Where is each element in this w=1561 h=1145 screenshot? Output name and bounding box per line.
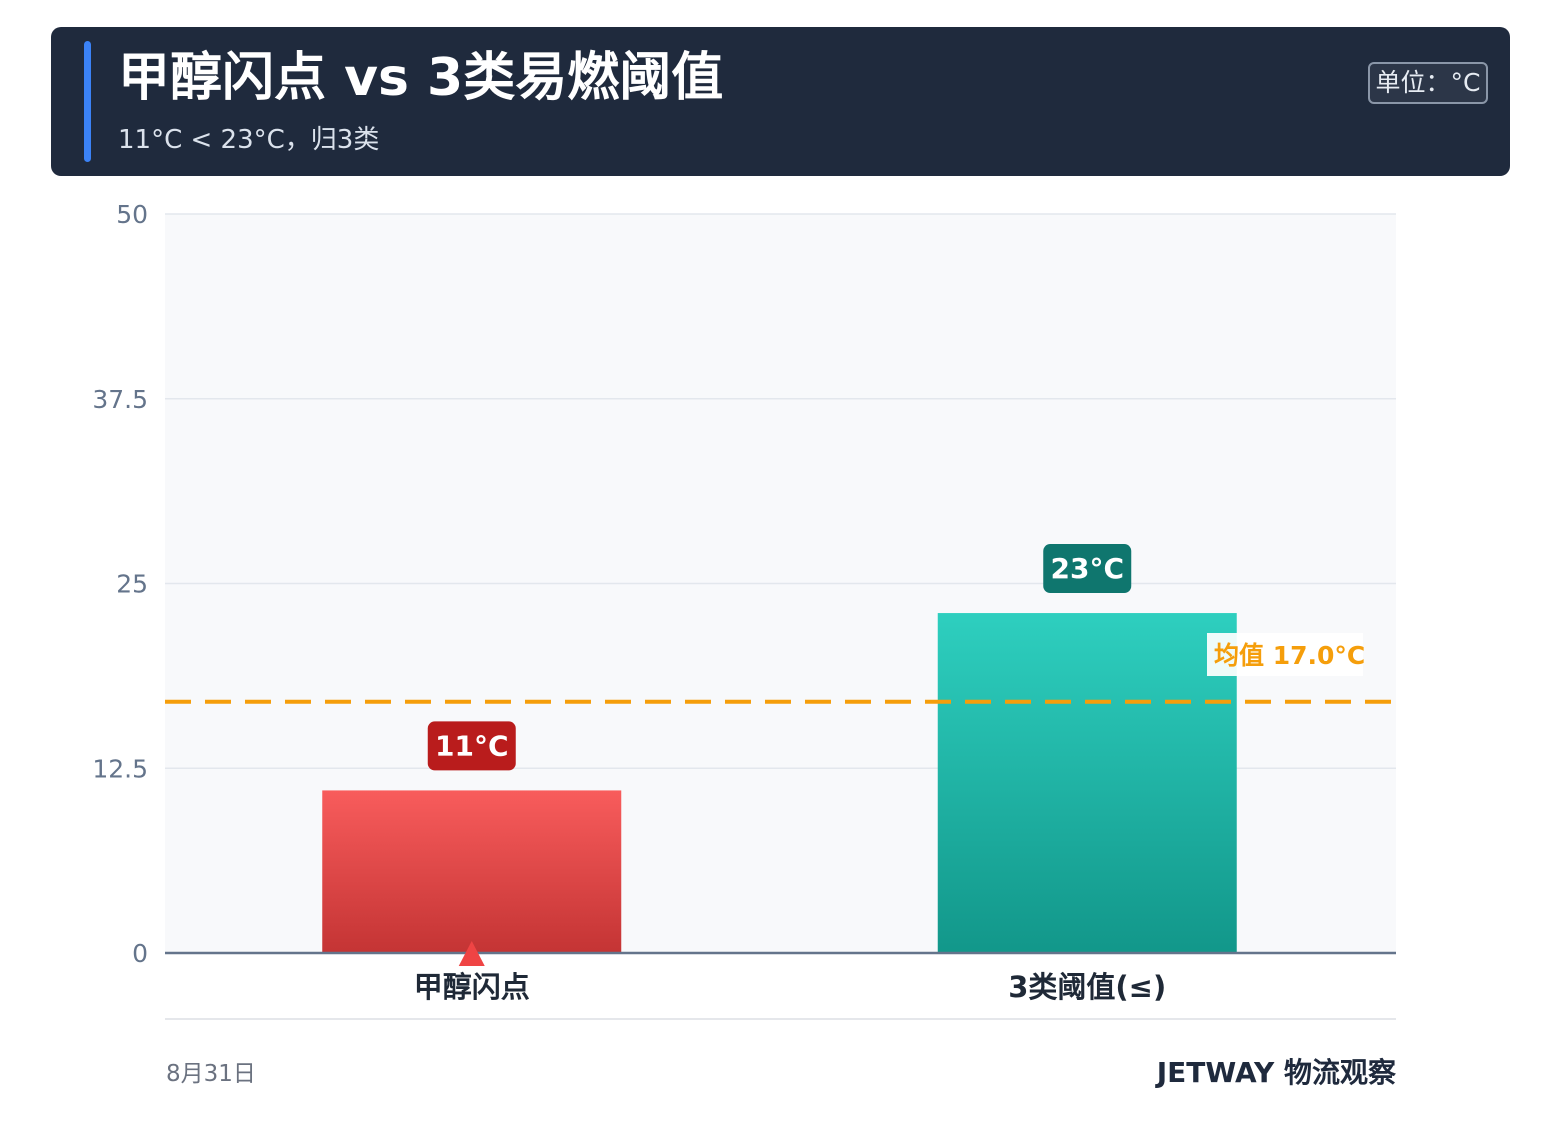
data-label: 23°C bbox=[1050, 552, 1124, 585]
chart-header: 甲醇闪点 vs 3类易燃阈值 11°C < 23°C，归3类 单位：°C bbox=[51, 27, 1510, 176]
data-label-box bbox=[427, 721, 516, 771]
footer-divider bbox=[165, 1018, 1396, 1020]
header-accent-bar bbox=[84, 41, 91, 162]
mean-label-background bbox=[1207, 633, 1363, 676]
unit-badge: 单位：°C bbox=[1368, 62, 1488, 104]
y-tick-label: 50 bbox=[116, 200, 148, 229]
y-tick-label: 25 bbox=[116, 570, 148, 599]
marker-triangle-icon bbox=[458, 941, 485, 966]
chart-title: 甲醇闪点 vs 3类易燃阈值 bbox=[118, 48, 724, 108]
x-tick-label: 3类阈值(≤) bbox=[1008, 970, 1166, 1004]
y-tick-label: 37.5 bbox=[92, 385, 148, 414]
footer-date: 8月31日 bbox=[166, 1061, 256, 1087]
data-label: 11°C bbox=[435, 729, 509, 762]
chart-subtitle: 11°C < 23°C，归3类 bbox=[118, 125, 380, 155]
x-tick-label: 甲醇闪点 bbox=[414, 970, 530, 1004]
bar bbox=[937, 613, 1237, 953]
bar bbox=[322, 790, 622, 953]
data-label-box bbox=[1043, 544, 1132, 594]
y-tick-label: 12.5 bbox=[92, 754, 148, 783]
mean-label: 均值 17.0°C bbox=[1214, 641, 1365, 670]
y-tick-label: 0 bbox=[132, 939, 148, 968]
footer-brand: JETWAY 物流观察 bbox=[1156, 1056, 1396, 1089]
